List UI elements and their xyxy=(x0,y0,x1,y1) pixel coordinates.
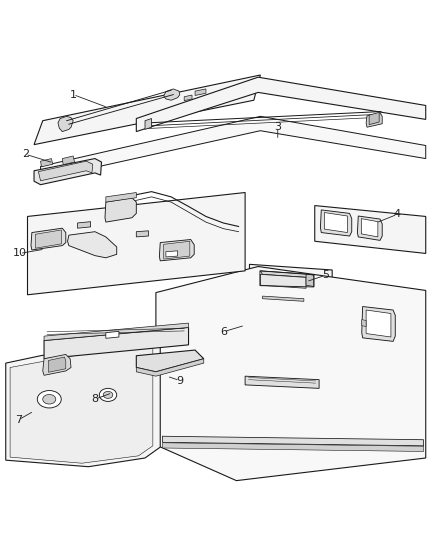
Text: 3: 3 xyxy=(274,122,281,132)
Polygon shape xyxy=(44,323,188,341)
Text: 2: 2 xyxy=(22,149,29,159)
Polygon shape xyxy=(31,228,66,250)
Polygon shape xyxy=(43,354,71,375)
Polygon shape xyxy=(260,274,306,288)
Text: 10: 10 xyxy=(13,248,27,259)
Polygon shape xyxy=(136,350,204,372)
Text: 5: 5 xyxy=(322,270,329,280)
Polygon shape xyxy=(162,443,424,451)
Polygon shape xyxy=(361,219,378,237)
Polygon shape xyxy=(48,357,66,372)
Polygon shape xyxy=(39,161,93,181)
Polygon shape xyxy=(136,231,148,237)
Ellipse shape xyxy=(43,394,56,404)
Text: 6: 6 xyxy=(220,327,227,337)
Polygon shape xyxy=(28,192,245,295)
Polygon shape xyxy=(34,158,102,184)
Polygon shape xyxy=(166,251,178,257)
Polygon shape xyxy=(262,296,304,301)
Polygon shape xyxy=(106,332,119,338)
Polygon shape xyxy=(78,222,91,228)
Text: 1: 1 xyxy=(70,90,77,100)
Polygon shape xyxy=(184,95,192,101)
Polygon shape xyxy=(156,266,426,481)
Polygon shape xyxy=(164,89,180,100)
Ellipse shape xyxy=(37,391,61,408)
Text: 7: 7 xyxy=(15,415,22,425)
Polygon shape xyxy=(105,198,136,222)
Polygon shape xyxy=(306,274,314,287)
Polygon shape xyxy=(324,213,347,232)
Polygon shape xyxy=(362,306,395,341)
Polygon shape xyxy=(44,327,188,359)
Polygon shape xyxy=(136,77,426,132)
Polygon shape xyxy=(245,376,319,389)
Polygon shape xyxy=(195,89,206,95)
Text: 8: 8 xyxy=(92,394,99,404)
Polygon shape xyxy=(35,230,61,248)
Polygon shape xyxy=(58,116,73,132)
Polygon shape xyxy=(366,113,382,127)
Polygon shape xyxy=(159,239,194,261)
Polygon shape xyxy=(34,75,260,144)
Polygon shape xyxy=(10,343,153,463)
Polygon shape xyxy=(67,232,117,258)
Polygon shape xyxy=(6,337,160,467)
Polygon shape xyxy=(164,241,190,259)
Polygon shape xyxy=(321,210,352,236)
Polygon shape xyxy=(145,118,152,130)
Polygon shape xyxy=(357,216,382,240)
Polygon shape xyxy=(366,310,391,337)
Text: 9: 9 xyxy=(176,376,184,385)
Polygon shape xyxy=(362,320,366,327)
Polygon shape xyxy=(41,116,426,180)
Polygon shape xyxy=(162,436,424,446)
Polygon shape xyxy=(260,271,308,277)
Polygon shape xyxy=(250,264,332,303)
Polygon shape xyxy=(136,359,204,376)
Polygon shape xyxy=(62,156,74,165)
Ellipse shape xyxy=(103,391,113,398)
Polygon shape xyxy=(106,192,136,202)
Text: 4: 4 xyxy=(394,209,401,219)
Polygon shape xyxy=(315,206,426,254)
Ellipse shape xyxy=(99,389,117,401)
Polygon shape xyxy=(41,158,53,167)
Polygon shape xyxy=(369,112,379,125)
